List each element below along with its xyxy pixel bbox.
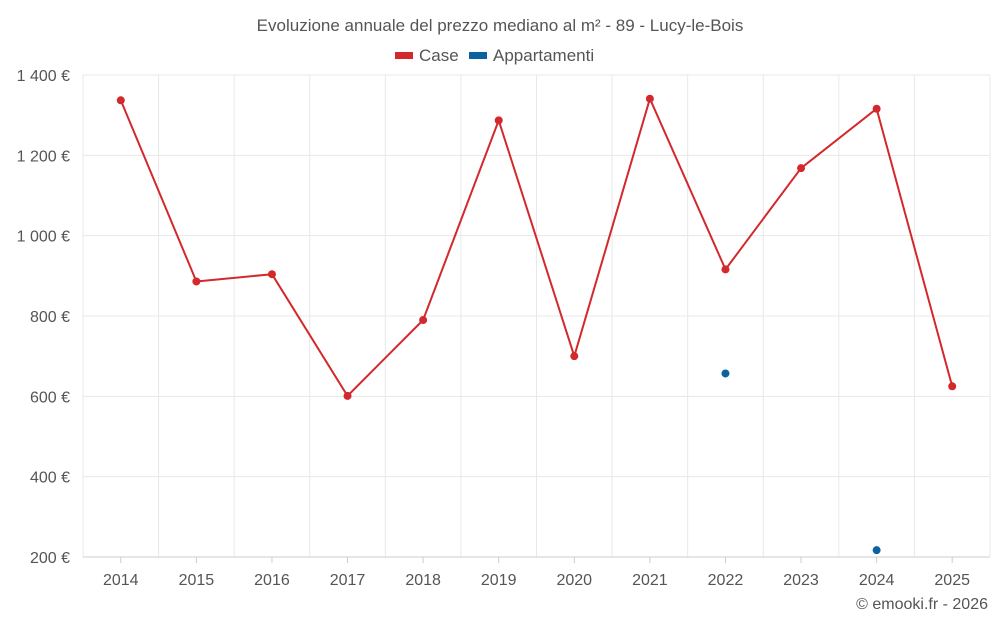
y-tick-label: 1 400 € [17,68,70,85]
data-point-case-2022[interactable] [721,265,730,274]
data-point-case-2016[interactable] [267,270,276,279]
x-tick-label: 2019 [481,572,517,589]
data-point-case-2015[interactable] [192,277,201,286]
data-point-case-2024[interactable] [872,104,881,113]
x-tick-label: 2025 [934,572,970,589]
data-point-case-2021[interactable] [645,94,654,103]
chart-title: Evoluzione annuale del prezzo mediano al… [257,16,744,35]
y-tick-label: 800 € [30,309,70,326]
x-tick-label: 2020 [556,572,592,589]
data-point-appartamenti-2024[interactable] [872,546,881,555]
data-point-case-2020[interactable] [570,352,579,361]
data-point-case-2023[interactable] [797,164,806,173]
x-tick-label: 2015 [179,572,215,589]
x-tick-label: 2021 [632,572,668,589]
x-tick-label: 2014 [103,572,139,589]
y-axis-ticks: 1 400 € 1 200 € 1 000 € 800 € 600 € 400 € 200 … [17,68,70,567]
legend-label-case: Case [419,46,459,65]
data-point-case-2017[interactable] [343,391,352,400]
legend-swatch-appartamenti [469,52,487,59]
y-tick-label: 200 € [30,550,70,567]
legend-label-appartamenti: Appartamenti [493,46,594,65]
y-tick-label: 1 200 € [17,148,70,165]
data-point-appartamenti-2022[interactable] [721,369,730,378]
y-tick-label: 1 000 € [17,229,70,246]
x-axis-ticks: 2014 2015 2016 2017 2018 2019 2020 2021 2022 2023… [103,557,970,589]
data-point-case-2018[interactable] [419,316,428,325]
x-tick-label: 2023 [783,572,819,589]
series-layer [116,94,957,555]
x-tick-label: 2024 [859,572,895,589]
series-line-case [119,97,954,397]
data-point-case-2019[interactable] [494,116,503,125]
x-tick-label: 2018 [405,572,441,589]
legend: Case Appartamenti [395,46,594,65]
x-tick-label: 2022 [708,572,744,589]
y-tick-label: 400 € [30,470,70,487]
legend-item-case[interactable]: Case [395,46,459,65]
y-tick-label: 600 € [30,389,70,406]
x-tick-label: 2017 [330,572,366,589]
legend-swatch-case [395,52,413,59]
data-point-case-2014[interactable] [116,96,125,105]
data-point-case-2025[interactable] [948,382,957,391]
x-tick-label: 2016 [254,572,290,589]
credit-text: © emooki.fr - 2026 [856,596,988,613]
legend-item-appartamenti[interactable]: Appartamenti [469,46,594,65]
